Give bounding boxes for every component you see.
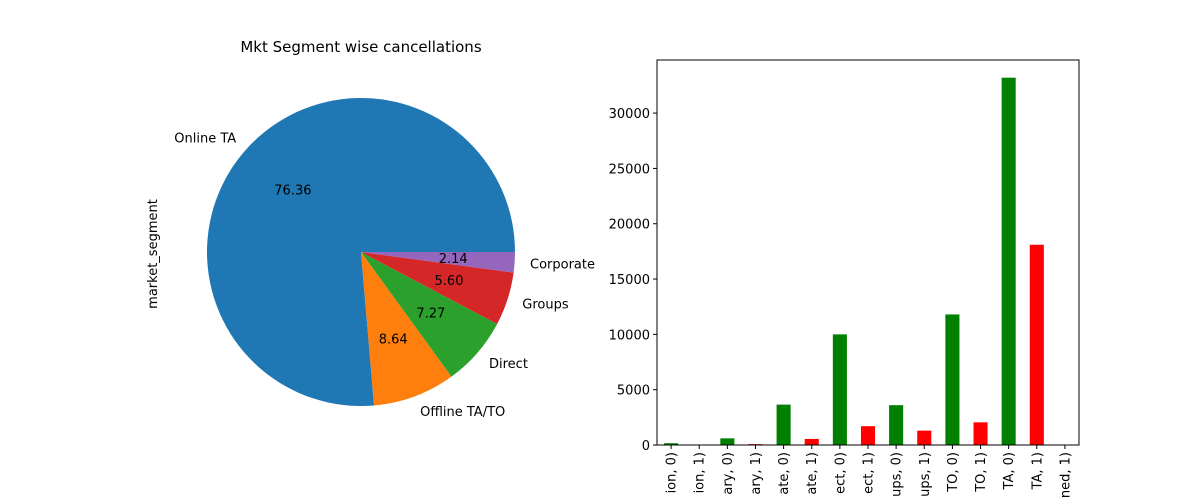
bar-7: [860, 426, 876, 445]
y-tick-label: 0: [642, 439, 650, 454]
x-tick-label: ned, 1): [1058, 452, 1073, 498]
pie-ylabel: market_segment: [146, 199, 161, 309]
bar-6: [832, 334, 847, 445]
pie-slice-groups: [361, 252, 514, 324]
pie-slice-offline-ta-to: [361, 252, 452, 406]
pie-label-direct: Direct: [489, 357, 528, 372]
x-tick-label: ups, 0): [890, 452, 905, 497]
x-tick-label: TO, 0): [946, 452, 961, 493]
x-tick-label: TA, 1): [1030, 452, 1045, 490]
x-tick-label: ary, 1): [749, 452, 764, 495]
bar-13: [1029, 244, 1044, 445]
pie-slice-direct: [361, 252, 498, 377]
pie-pct-groups: 5.60: [435, 274, 464, 289]
bar-12: [1001, 77, 1016, 445]
pie-slice-corporate: [361, 252, 515, 273]
y-tick-label: 5000: [617, 384, 650, 399]
pie-slice-online-ta: [206, 97, 515, 406]
pie-pct-online-ta: 76.36: [274, 184, 311, 199]
bar-4: [776, 404, 791, 445]
x-tick-label: ect, 1): [862, 452, 877, 494]
y-tick-label: 10000: [609, 328, 650, 343]
bar-2: [720, 438, 735, 445]
bar-0: [664, 443, 679, 445]
pie-label-offline-ta-to: Offline TA/TO: [420, 405, 505, 420]
bar-10: [945, 314, 960, 445]
x-tick-label: ion, 1): [693, 452, 708, 493]
bar-chart: 0 5000 10000 15000 20000 25000 30000 ion, 0) io…: [609, 59, 1080, 498]
pie-chart: Mkt Segment wise cancellations market_se…: [146, 38, 595, 420]
x-tick-label: ups, 1): [918, 452, 933, 497]
bar-9: [917, 430, 932, 445]
bar-plot-frame: [656, 59, 1080, 446]
pie-title: Mkt Segment wise cancellations: [240, 38, 481, 56]
pie-pct-direct: 7.27: [416, 307, 445, 322]
y-tick-label: 15000: [609, 273, 650, 288]
x-tick-label: TA, 0): [1002, 452, 1017, 490]
x-tick-label: ect, 0): [833, 452, 848, 494]
pie-pct-corporate: 2.14: [439, 252, 468, 267]
bar-8: [889, 405, 904, 445]
pie-label-online-ta: Online TA: [174, 131, 236, 146]
x-tick-label: ary, 0): [721, 452, 736, 495]
pie-label-groups: Groups: [522, 298, 569, 313]
x-tick-label: ate, 1): [805, 452, 820, 495]
x-tick-label: ate, 0): [777, 452, 792, 495]
pie-label-corporate: Corporate: [530, 257, 595, 272]
y-tick-label: 25000: [609, 162, 650, 177]
x-tick-label: TO, 1): [974, 452, 989, 493]
bar-5: [804, 438, 819, 445]
y-tick-label: 30000: [609, 107, 650, 122]
bar-11: [973, 422, 988, 445]
pie-pct-offline-ta-to: 8.64: [379, 333, 408, 348]
y-tick-label: 20000: [609, 218, 650, 233]
x-tick-label: ion, 0): [665, 452, 680, 493]
